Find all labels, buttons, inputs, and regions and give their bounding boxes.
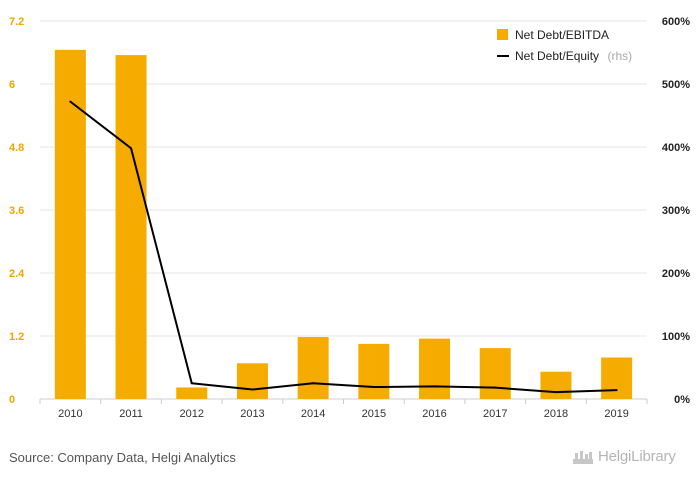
chart: 0 1.2 2.4 3.6 4.8 6 7.2 0% 100% 200% 300% 400% 500%… [9,16,690,420]
line-point [130,147,133,150]
bar [540,371,572,399]
left-tick-label: 1.2 [9,331,24,343]
bar [358,343,390,399]
bar [419,338,451,399]
left-tick-label: 2.4 [9,268,25,280]
right-tick-label: 400% [662,142,690,154]
x-tick-label: 2010 [58,408,82,420]
bar [236,363,268,399]
x-tick-label: 2019 [604,408,628,420]
bar [115,55,147,399]
line-point [312,382,315,385]
legend-label-line-suffix: (rhs) [608,49,633,63]
legend-swatch-bar [497,29,508,40]
bar [54,49,86,399]
left-axis-ticks: 0 1.2 2.4 3.6 4.8 6 7.2 [9,16,25,406]
brand-logo: HelgiLibrary [572,448,676,465]
line-point [433,385,436,388]
x-tick-label: 2018 [544,408,568,420]
legend-label-line-name: Net Debt/Equity [515,49,599,63]
line-point [190,382,193,385]
left-tick-label: 4.8 [9,142,24,154]
line-path [69,100,617,394]
left-tick-label: 3.6 [9,205,24,217]
line-point [615,389,618,392]
line-series [69,100,618,394]
legend-label-line: Net Debt/Equity (rhs) [515,47,632,64]
left-tick-label: 6 [9,79,15,91]
library-icon [573,450,593,464]
right-tick-label: 300% [662,205,690,217]
x-tick-label: 2012 [180,408,204,420]
legend-label-bar: Net Debt/EBITDA [515,28,609,42]
right-tick-label: 600% [662,16,690,28]
x-tick-label: 2014 [301,408,325,420]
x-axis-ticks: 2010 2011 2012 2013 2014 2015 2016 2017 2018 2019 [39,399,648,420]
bar-series [54,49,633,399]
line-point [494,386,497,389]
bar [297,337,329,399]
x-tick-label: 2015 [362,408,386,420]
x-tick-label: 2013 [240,408,264,420]
x-tick-label: 2011 [119,408,143,420]
brand-text: HelgiLibrary [598,448,676,465]
line-point [372,386,375,389]
line-point [554,391,557,394]
right-axis-ticks: 0% 100% 200% 300% 400% 500% 600% [662,16,690,406]
bar [176,387,208,399]
left-tick-label: 0 [9,394,15,406]
right-tick-label: 100% [662,331,690,343]
x-tick-label: 2017 [483,408,507,420]
right-tick-label: 0% [674,394,690,406]
right-tick-label: 200% [662,268,690,280]
line-point [69,100,72,103]
right-tick-label: 500% [662,79,690,91]
left-tick-label: 7.2 [9,16,24,28]
x-tick-label: 2016 [422,408,446,420]
bar [479,348,511,399]
source-note: Source: Company Data, Helgi Analytics [9,450,236,465]
bar [601,357,633,399]
legend: Net Debt/EBITDA Net Debt/Equity (rhs) [497,28,632,64]
line-point [251,388,254,391]
